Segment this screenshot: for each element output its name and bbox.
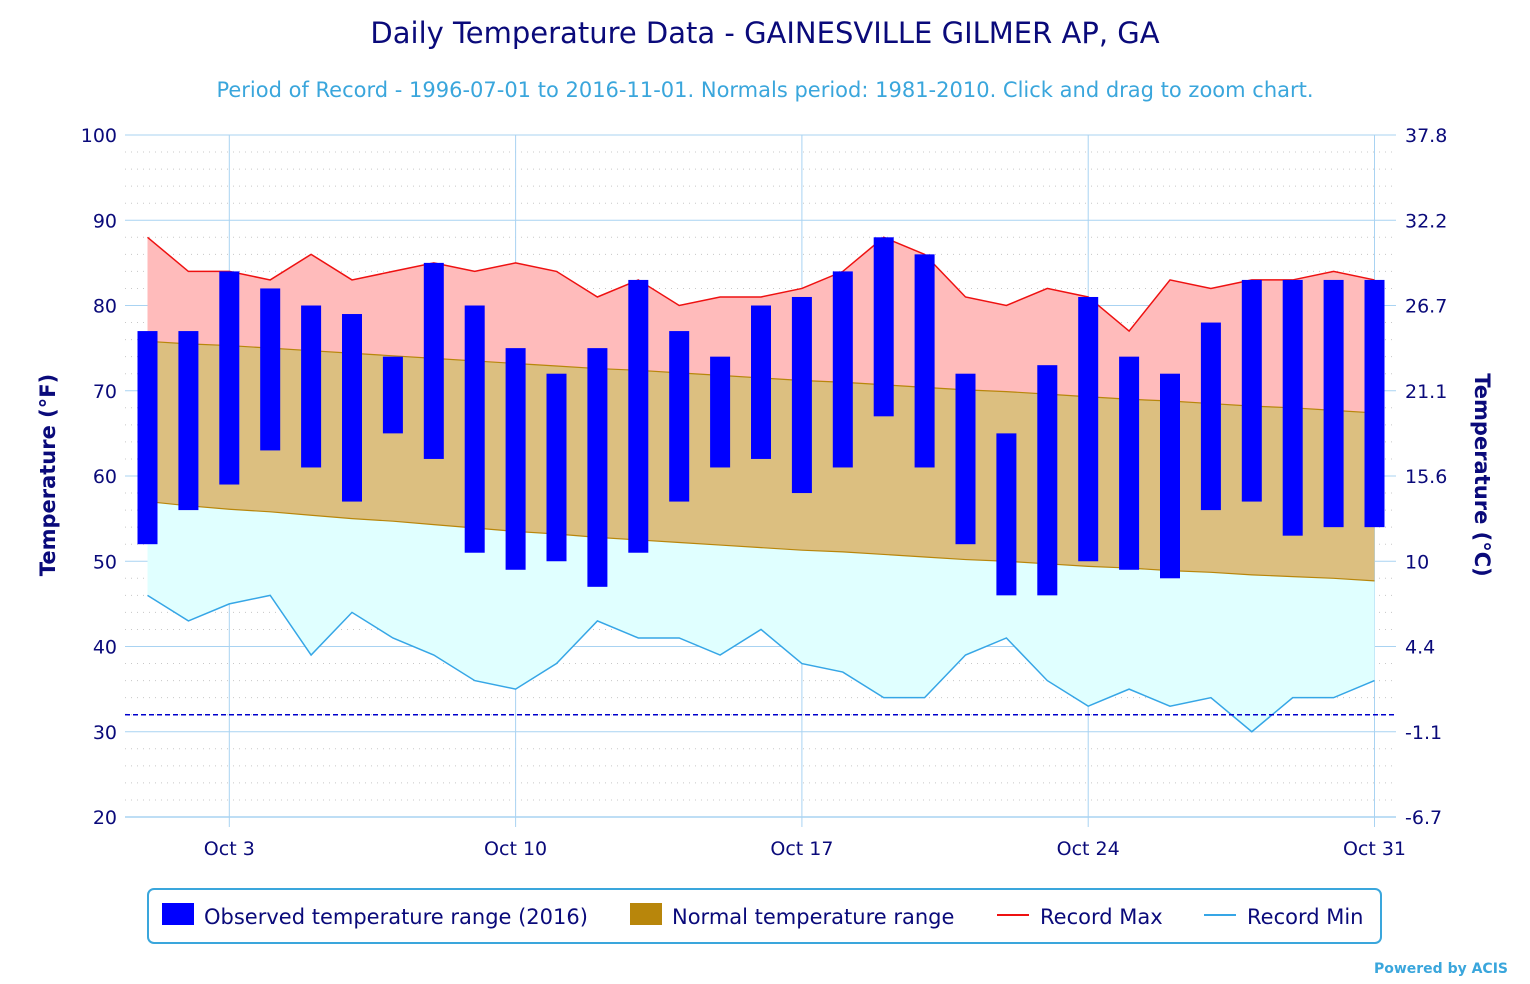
record-max-line [147,236,1375,333]
observed-bar [1037,365,1058,596]
y-tick-label-right: 4.4 [1405,637,1435,659]
y-tick-label-left: 100 [81,125,117,147]
legend-box [147,888,1382,944]
y-tick-label-right: 15.6 [1405,466,1447,488]
chart-subtitle: Period of Record - 1996-07-01 to 2016-11… [216,78,1313,102]
observed-bar [628,279,649,553]
x-tick-label: Oct 24 [1057,838,1120,860]
y-tick-label-right: 37.8 [1405,125,1447,147]
legend-label-record-max: Record Max [1040,905,1163,929]
observed-bar [342,314,362,502]
observed-bar [873,237,894,417]
observed-bar [832,271,853,468]
observed-bar [710,356,731,468]
observed-bar [1119,356,1140,570]
observed-bar [464,305,485,553]
credits-link[interactable]: Powered by ACIS [1374,961,1508,977]
observed-bars [137,237,1385,596]
observed-bar [1200,322,1221,511]
y-tick-label-left: 40 [93,637,117,659]
observed-bar [301,305,322,468]
y-tick-label-right: 21.1 [1405,381,1447,403]
record-lines [147,236,1375,733]
y-tick-label-right: -6.7 [1405,807,1442,829]
observed-bar [1323,279,1344,528]
observed-bar [1282,279,1303,536]
legend-label-normal: Normal temperature range [672,905,954,929]
chart-title: Daily Temperature Data - GAINESVILLE GIL… [370,16,1159,50]
y-axis-left-title: Temperature (°F) [36,374,60,576]
observed-bar [914,254,935,468]
observed-bar [546,373,567,562]
axes: 100 37.8 90 32.2 80 26.7 70 21.1 60 15.6 50 10 40 4.4… [81,125,1448,860]
y-tick-label-right: 10 [1405,551,1429,573]
y-tick-label-left: 30 [93,722,117,744]
observed-bar [751,305,771,459]
observed-bar [178,331,199,511]
observed-bar [423,262,444,459]
legend-swatch-normal [630,903,662,925]
legend-label-observed: Observed temperature range (2016) [204,905,588,929]
x-tick-label: Oct 31 [1343,838,1406,860]
normal-range-area [147,341,1375,581]
observed-bar [137,331,158,545]
y-tick-label-right: -1.1 [1405,722,1442,744]
legend: Observed temperature range (2016) Normal… [147,888,1382,944]
y-axis-right-title: Temperature (°C) [1470,373,1494,576]
y-tick-label-left: 20 [93,807,117,829]
y-tick-label-left: 70 [93,381,117,403]
y-tick-label-right: 32.2 [1405,210,1447,232]
observed-bar [669,331,690,502]
x-tick-label: Oct 3 [204,838,255,860]
x-tick-label: Oct 10 [484,838,547,860]
y-tick-label-left: 90 [93,210,117,232]
observed-bar [996,433,1017,596]
observed-bar [1078,296,1099,562]
observed-bar [587,348,608,587]
record-min-band [147,501,1375,732]
observed-bar [219,271,240,485]
observed-bar [505,348,526,570]
y-tick-label-left: 80 [93,296,117,318]
x-tick-label: Oct 17 [770,838,833,860]
y-tick-label-left: 60 [93,466,117,488]
observed-bar [382,356,403,434]
observed-bar [1241,279,1262,502]
observed-bar [1160,373,1180,579]
legend-label-record-min: Record Min [1247,905,1364,929]
observed-bar [955,373,976,545]
y-tick-label-right: 26.7 [1405,296,1447,318]
observed-bar [1364,279,1385,528]
record-min-line [147,594,1375,733]
observed-bar [260,288,281,451]
legend-swatch-observed [162,903,194,925]
y-tick-label-left: 50 [93,551,117,573]
observed-bar [791,296,812,494]
